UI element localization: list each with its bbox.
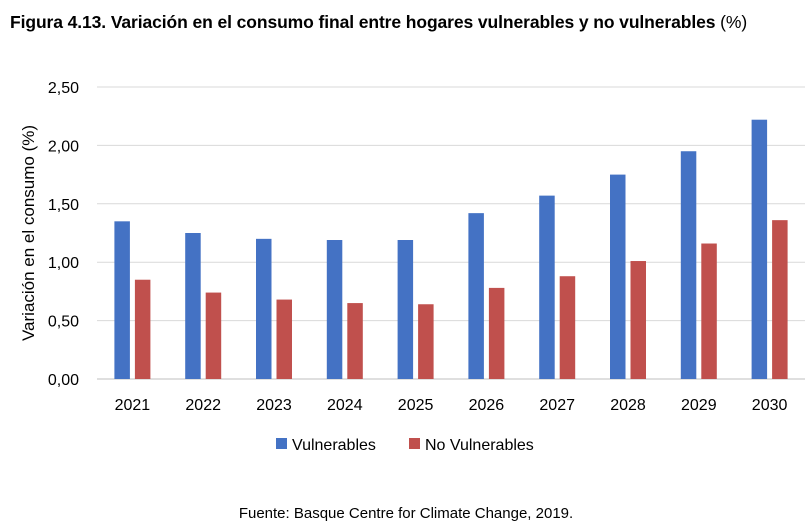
bars [114,119,788,379]
bar-vulnerables-2025 [397,240,414,379]
x-tick-label: 2028 [610,397,646,414]
bar-vulnerables-2021 [114,221,130,379]
y-tick-label: 2,00 [48,138,79,155]
y-tick-label: 2,50 [48,80,79,97]
x-tick-label: 2021 [115,397,151,414]
gridlines [97,86,805,380]
y-axis-label: Variación en el consumo (%) [19,125,38,341]
bar-vulnerables-2027 [539,195,555,379]
bar-chart: 0,000,501,001,502,002,50 2021 2022 2023 202… [19,80,805,454]
chart-title-unit: (%) [720,12,748,32]
legend-swatch-no-vulnerables [409,438,420,449]
bar-no-vulnerables-2027 [559,276,576,379]
y-tick-label: 0,50 [48,314,79,331]
bar-no-vulnerables-2029 [701,243,717,379]
legend-label-vulnerables: Vulnerables [292,437,376,454]
x-tick-label: 2027 [539,397,575,414]
legend: Vulnerables No Vulnerables [276,437,534,454]
x-tick-label: 2022 [185,397,221,414]
x-axis-ticks: 2021 2022 2023 2024 2025 2026 2027 2028 2029 2030 [115,397,788,414]
y-tick-label: 1,00 [48,255,79,272]
bar-no-vulnerables-2021 [134,279,151,379]
y-tick-label: 1,50 [48,197,79,214]
bar-no-vulnerables-2023 [276,299,292,379]
bar-vulnerables-2028 [610,174,626,379]
bar-vulnerables-2023 [256,238,272,379]
bar-no-vulnerables-2028 [630,261,646,379]
bar-vulnerables-2030 [751,119,768,379]
x-tick-label: 2030 [752,397,788,414]
bar-vulnerables-2024 [326,240,343,379]
y-tick-label: 0,00 [48,372,79,389]
bar-vulnerables-2029 [680,151,697,379]
bar-vulnerables-2022 [185,233,201,379]
bar-no-vulnerables-2026 [488,287,505,379]
x-tick-label: 2029 [681,397,717,414]
chart-title: Figura 4.13. Variación en el consumo fin… [10,12,747,33]
bar-no-vulnerables-2022 [205,292,222,379]
legend-label-no-vulnerables: No Vulnerables [425,437,534,454]
x-tick-label: 2024 [327,397,363,414]
x-tick-label: 2023 [256,397,292,414]
x-tick-label: 2026 [469,397,505,414]
bar-no-vulnerables-2025 [418,304,434,379]
x-tick-label: 2025 [398,397,434,414]
bar-no-vulnerables-2030 [772,220,788,379]
source-note: Fuente: Basque Centre for Climate Change… [238,505,574,522]
y-axis-ticks: 0,00 0,50 1,00 1,50 2,00 2,50 [48,80,79,389]
bar-no-vulnerables-2024 [347,303,363,379]
bar-vulnerables-2026 [468,213,484,379]
chart-title-text: Figura 4.13. Variación en el consumo fin… [10,12,716,32]
legend-swatch-vulnerables [276,438,287,449]
